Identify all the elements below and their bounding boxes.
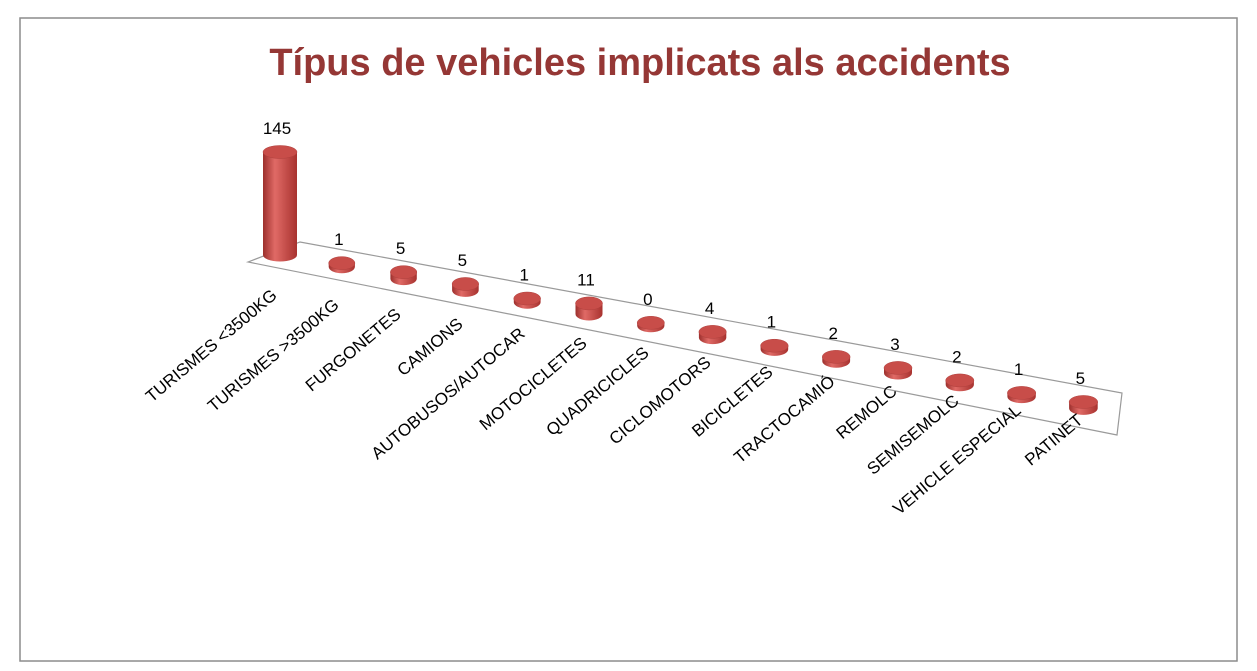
- data-label: 145: [263, 119, 291, 138]
- data-label: 0: [643, 290, 652, 309]
- data-label: 5: [1076, 369, 1085, 388]
- data-label: 5: [396, 239, 405, 258]
- bar-top: [760, 338, 789, 353]
- chart-title: Típus de vehicles implicats als accident…: [269, 42, 1010, 84]
- frame: [19, 17, 1238, 662]
- data-label: 1: [1014, 360, 1023, 379]
- bar-top: [328, 256, 356, 270]
- bar-top: [822, 350, 851, 364]
- data-label: 2: [952, 347, 961, 366]
- data-label: 2: [828, 324, 837, 343]
- bar-top: [575, 296, 603, 311]
- bar-top: [513, 291, 541, 306]
- data-label: 1: [334, 230, 343, 249]
- bar-top: [390, 265, 418, 279]
- bar-top: [698, 325, 727, 339]
- bar-top: [945, 373, 975, 388]
- bar-body: [263, 152, 297, 262]
- bar-top: [1007, 386, 1037, 400]
- bar-top: [262, 145, 298, 159]
- bar-top: [883, 361, 913, 375]
- data-label: 5: [458, 251, 467, 270]
- data-label: 11: [577, 270, 595, 289]
- data-label: 3: [890, 335, 899, 354]
- data-label: 4: [705, 299, 714, 318]
- data-label: 1: [519, 266, 528, 285]
- bar-top: [451, 277, 479, 291]
- bar-top: [636, 316, 665, 330]
- bar-top: [1068, 395, 1098, 409]
- data-label: 1: [767, 313, 776, 332]
